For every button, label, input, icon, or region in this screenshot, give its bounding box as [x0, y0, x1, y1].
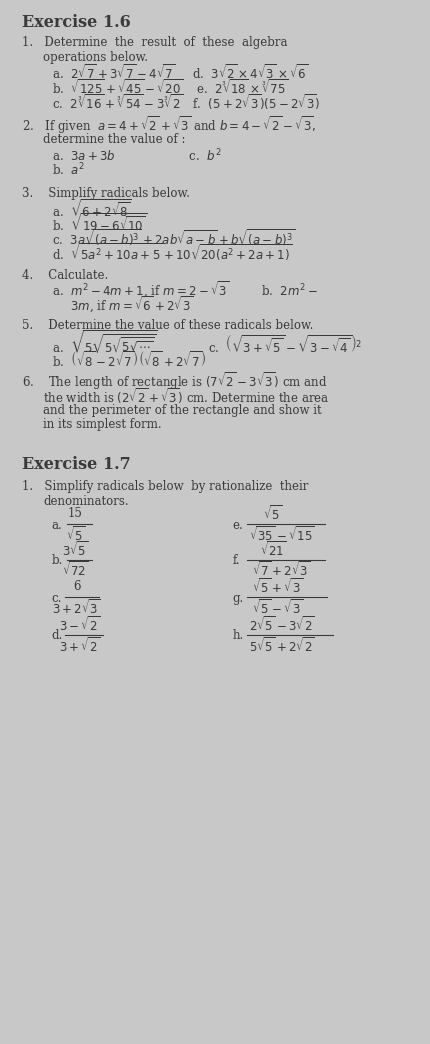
Text: Exercise 1.6: Exercise 1.6 [22, 15, 130, 31]
Text: b.  $\sqrt{125}+\sqrt{45}-\sqrt{20}$    e.  $2\sqrt[3]{18}\times\sqrt[3]{75}$: b. $\sqrt{125}+\sqrt{45}-\sqrt{20}$ e. $… [52, 78, 288, 97]
Text: d.: d. [52, 630, 63, 642]
Text: operations below.: operations below. [43, 51, 148, 64]
Text: 4.    Calculate.: 4. Calculate. [22, 269, 108, 282]
Text: e.: e. [232, 519, 243, 531]
Text: $3\sqrt{5}$: $3\sqrt{5}$ [62, 540, 89, 559]
Text: $\sqrt{35}-\sqrt{15}$: $\sqrt{35}-\sqrt{15}$ [249, 525, 315, 544]
Text: in its simplest form.: in its simplest form. [43, 419, 162, 431]
Text: h.: h. [232, 630, 243, 642]
Text: and the perimeter of the rectangle and show it: and the perimeter of the rectangle and s… [43, 404, 322, 417]
Text: $3m$, if $m=\sqrt{6}+2\sqrt{3}$: $3m$, if $m=\sqrt{6}+2\sqrt{3}$ [52, 294, 193, 315]
Text: 3.    Simplify radicals below.: 3. Simplify radicals below. [22, 187, 189, 199]
Text: a.  $3a+3b$                    c.  $b^{2}$: a. $3a+3b$ c. $b^{2}$ [52, 147, 221, 164]
Text: determine the value of :: determine the value of : [43, 134, 185, 146]
Text: the width is $(2\sqrt{2}+\sqrt{3})$ cm. Determine the area: the width is $(2\sqrt{2}+\sqrt{3})$ cm. … [43, 386, 329, 405]
Text: 1.   Determine  the  result  of  these  algebra: 1. Determine the result of these algebra [22, 37, 287, 49]
Text: $3+2\sqrt{3}$: $3+2\sqrt{3}$ [52, 598, 101, 617]
Text: c.  $3a\sqrt{(a-b)^{3}}+2ab\sqrt{a-b}+b\sqrt{(a-b)^{3}}$: c. $3a\sqrt{(a-b)^{3}}+2ab\sqrt{a-b}+b\s… [52, 228, 295, 248]
Text: b.  $\sqrt{19-6\sqrt{10}}$: b. $\sqrt{19-6\sqrt{10}}$ [52, 213, 147, 234]
Text: 15: 15 [68, 507, 83, 520]
Text: Exercise 1.7: Exercise 1.7 [22, 456, 130, 473]
Text: g.: g. [232, 592, 243, 604]
Text: $3-\sqrt{2}$: $3-\sqrt{2}$ [59, 615, 100, 634]
Text: $\sqrt{7}+2\sqrt{3}$: $\sqrt{7}+2\sqrt{3}$ [252, 561, 311, 579]
Text: d.  $\sqrt{5a^{2}+10a+5}+10\sqrt{20(a^{2}+2a+1)}$: d. $\sqrt{5a^{2}+10a+5}+10\sqrt{20(a^{2}… [52, 241, 292, 264]
Text: a.  $\sqrt{5\sqrt{5\sqrt{5\sqrt{\cdots}}}}$              c.  $\left(\sqrt{3+\sqr: a. $\sqrt{5\sqrt{5\sqrt{5\sqrt{\cdots}}}… [52, 329, 362, 356]
Text: $2\sqrt{5}-3\sqrt{2}$: $2\sqrt{5}-3\sqrt{2}$ [249, 615, 315, 634]
Text: b.: b. [52, 554, 63, 567]
Text: 2.   If given  $a=4+\sqrt{2}+\sqrt{3}$ and $b=4-\sqrt{2}-\sqrt{3},$: 2. If given $a=4+\sqrt{2}+\sqrt{3}$ and … [22, 115, 316, 136]
Text: $\sqrt{72}$: $\sqrt{72}$ [62, 561, 89, 579]
Text: b.  $a^{2}$: b. $a^{2}$ [52, 162, 85, 179]
Text: $\sqrt{5}$: $\sqrt{5}$ [66, 525, 85, 544]
Text: $\sqrt{5}-\sqrt{3}$: $\sqrt{5}-\sqrt{3}$ [252, 598, 303, 617]
Text: 5.    Determine the value of these radicals below.: 5. Determine the value of these radicals… [22, 319, 313, 332]
Text: 6.    The length of rectangle is $(7\sqrt{2}-3\sqrt{3})$ cm and: 6. The length of rectangle is $(7\sqrt{2… [22, 371, 327, 392]
Text: a.  $m^{2}-4m+1$, if $m=2-\sqrt{3}$         b.  $2m^{2}-$: a. $m^{2}-4m+1$, if $m=2-\sqrt{3}$ b. $2… [52, 280, 317, 301]
Text: a.: a. [52, 519, 62, 531]
Text: $\sqrt{5}+\sqrt{3}$: $\sqrt{5}+\sqrt{3}$ [252, 577, 303, 596]
Text: c.  $2\sqrt[3]{16}+\sqrt[3]{54}-3\sqrt[3]{2}$   f.  $(5+2\sqrt{3})(5-2\sqrt{3})$: c. $2\sqrt[3]{16}+\sqrt[3]{54}-3\sqrt[3]… [52, 93, 320, 112]
Text: $5\sqrt{5}+2\sqrt{2}$: $5\sqrt{5}+2\sqrt{2}$ [249, 636, 315, 655]
Text: f.: f. [232, 554, 240, 567]
Text: a.  $2\sqrt{7}+3\sqrt{7}-4\sqrt{7}$     d.  $3\sqrt{2}\times4\sqrt{3}\times\sqrt: a. $2\sqrt{7}+3\sqrt{7}-4\sqrt{7}$ d. $3… [52, 64, 308, 82]
Text: a.  $\sqrt{6+2\sqrt{8}}$: a. $\sqrt{6+2\sqrt{8}}$ [52, 198, 132, 219]
Text: denominators.: denominators. [43, 495, 129, 507]
Text: $3+\sqrt{2}$: $3+\sqrt{2}$ [59, 636, 100, 655]
Text: c.: c. [52, 592, 62, 604]
Text: 1.   Simplify radicals below  by rationalize  their: 1. Simplify radicals below by rationaliz… [22, 480, 308, 493]
Text: b.  $\left(\sqrt{8}-2\sqrt{7}\right)\left(\sqrt{8}+2\sqrt{7}\right)$: b. $\left(\sqrt{8}-2\sqrt{7}\right)\left… [52, 351, 206, 370]
Text: $\sqrt{5}$: $\sqrt{5}$ [264, 504, 283, 523]
Text: $\sqrt{21}$: $\sqrt{21}$ [260, 540, 286, 559]
Text: 6: 6 [73, 580, 80, 593]
